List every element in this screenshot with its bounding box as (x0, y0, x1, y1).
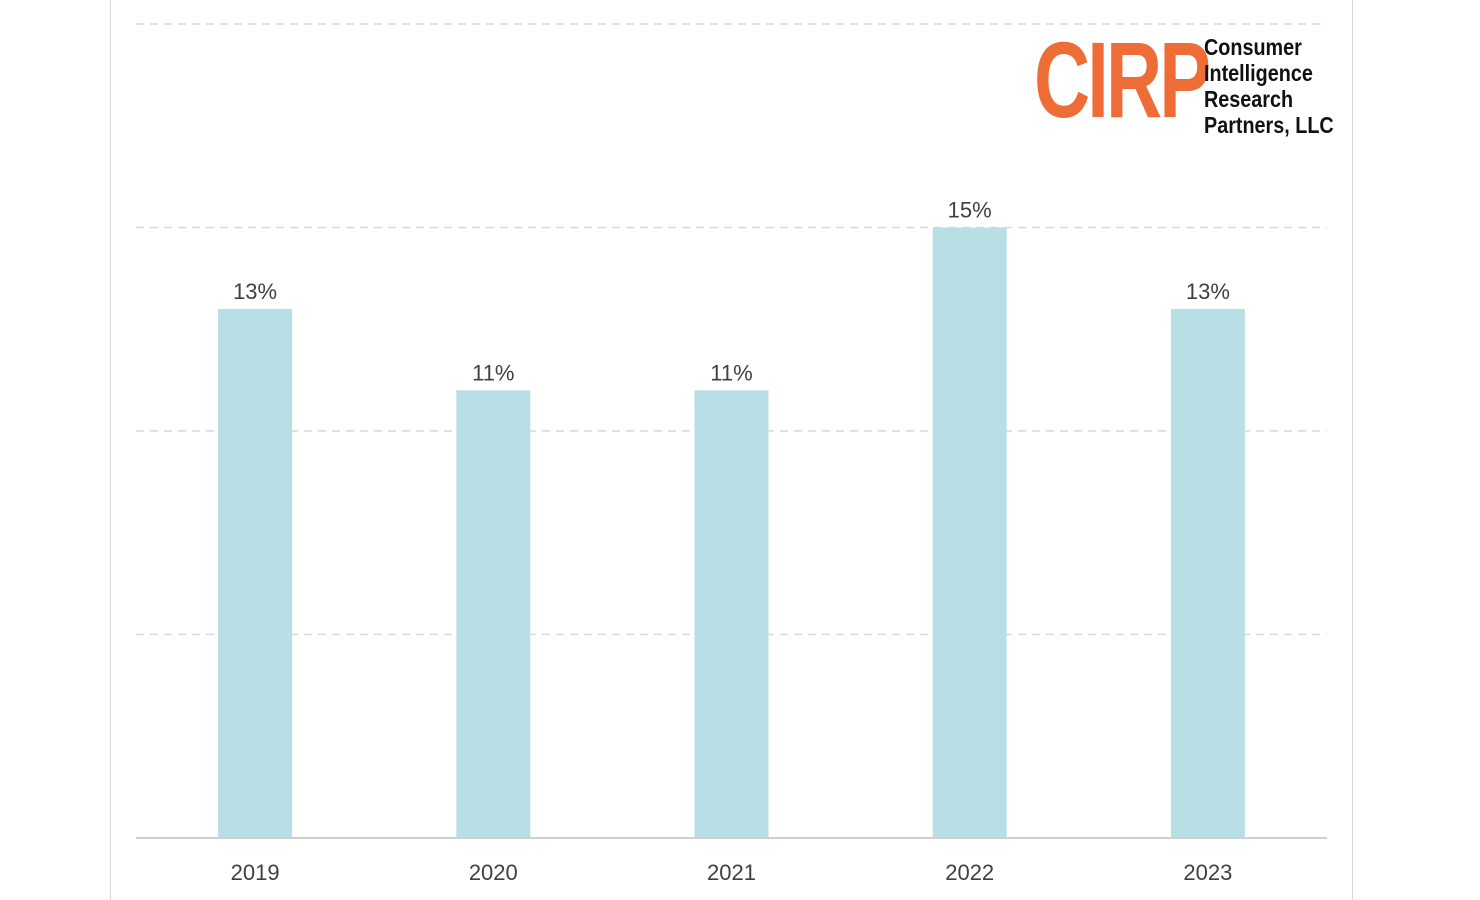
logo-line-research: Research (1204, 86, 1294, 112)
cirp-logo-text: Consumer Intelligence Research Partners,… (1204, 34, 1334, 138)
logo-line-partners: Partners, LLC (1204, 112, 1334, 138)
data-label-2021: 11% (710, 360, 752, 385)
bar-2020 (456, 390, 531, 838)
x-tick-label-2021: 2021 (707, 860, 756, 885)
x-tick-label-2020: 2020 (469, 860, 518, 885)
logo-line-consumer: Consumer (1204, 34, 1302, 60)
data-label-2019: 13% (233, 279, 277, 304)
x-tick-label-2019: 2019 (231, 860, 280, 885)
x-tick-label-2022: 2022 (945, 860, 994, 885)
data-label-2020: 11% (472, 360, 514, 385)
cirp-logo: CIRP Consumer Intelligence Research Part… (1034, 26, 1344, 139)
data-label-2023: 13% (1186, 279, 1230, 304)
x-tick-label-2023: 2023 (1183, 860, 1232, 885)
bar-2023 (1170, 308, 1245, 838)
data-label-2022: 15% (948, 198, 992, 223)
cirp-logo-mark: CIRP (1034, 19, 1211, 140)
bar-2019 (218, 308, 293, 838)
bar-2021 (694, 390, 769, 838)
logo-line-intelligence: Intelligence (1204, 60, 1313, 86)
bar-2022 (932, 227, 1007, 838)
